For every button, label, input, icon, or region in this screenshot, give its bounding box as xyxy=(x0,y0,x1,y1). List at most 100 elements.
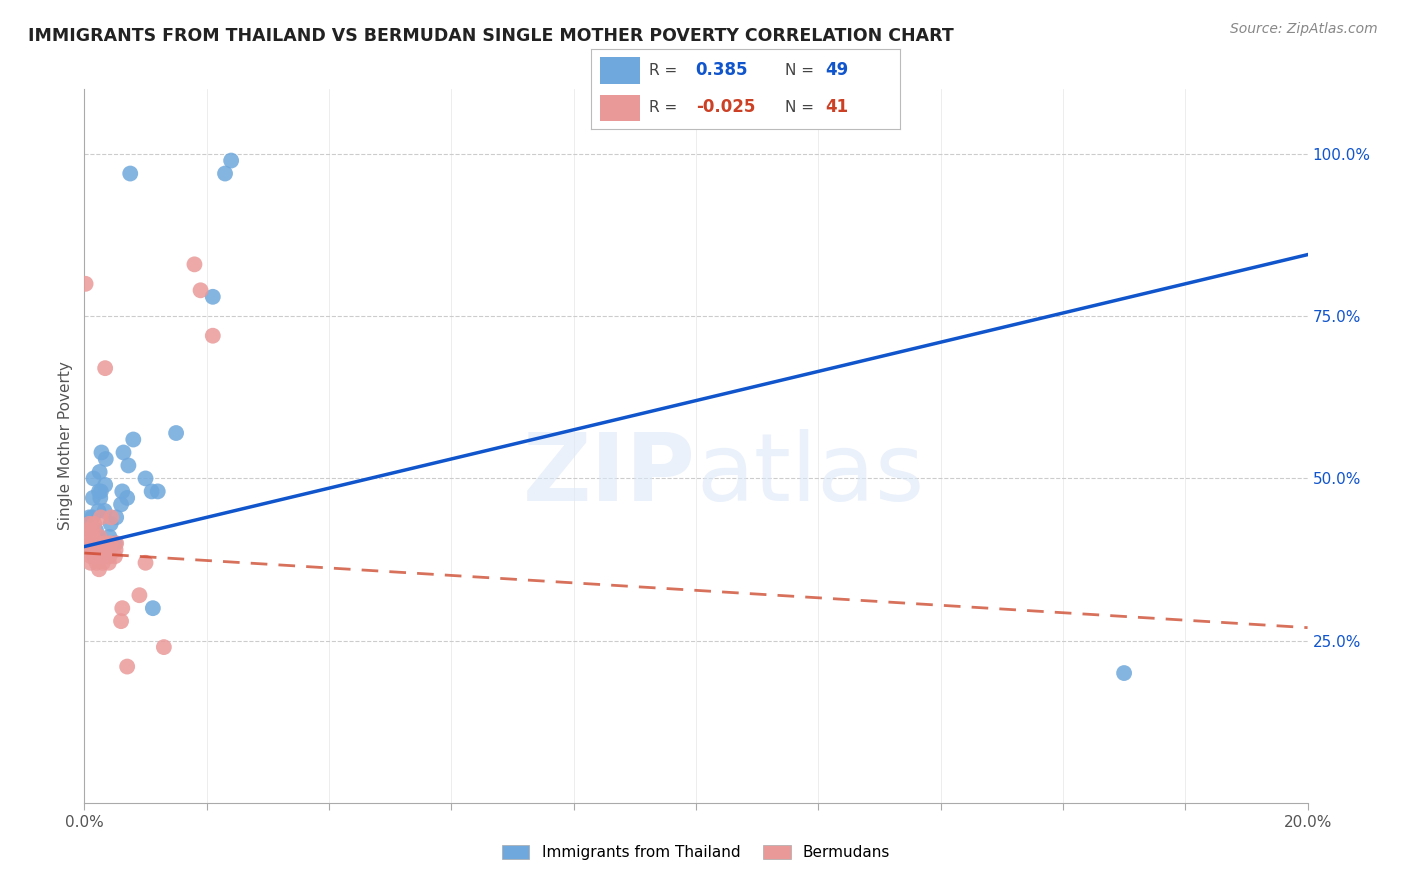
Point xyxy=(82,542,104,557)
Point xyxy=(87,484,110,499)
Point xyxy=(90,510,112,524)
Point xyxy=(84,524,107,538)
Point xyxy=(86,549,108,564)
Point xyxy=(94,452,117,467)
Point xyxy=(100,510,122,524)
Point xyxy=(98,530,121,544)
Text: ZIP: ZIP xyxy=(523,428,696,521)
Point xyxy=(112,445,135,459)
Point xyxy=(94,478,117,492)
Point xyxy=(83,549,105,564)
Point xyxy=(111,484,134,499)
Text: 49: 49 xyxy=(825,62,849,79)
Point xyxy=(165,425,187,440)
Point xyxy=(120,167,142,181)
Point xyxy=(87,530,110,544)
Point xyxy=(105,536,128,550)
Point xyxy=(76,536,98,550)
Point xyxy=(91,556,114,570)
Point xyxy=(77,530,100,544)
Point xyxy=(135,471,157,485)
Point xyxy=(93,542,115,557)
Point xyxy=(142,601,165,615)
Point xyxy=(86,556,108,570)
Point xyxy=(115,491,138,505)
Text: IMMIGRANTS FROM THAILAND VS BERMUDAN SINGLE MOTHER POVERTY CORRELATION CHART: IMMIGRANTS FROM THAILAND VS BERMUDAN SIN… xyxy=(28,27,953,45)
Point xyxy=(110,497,132,511)
Point xyxy=(93,504,115,518)
Point xyxy=(153,640,176,654)
Point xyxy=(115,659,138,673)
Point xyxy=(98,536,121,550)
Point xyxy=(82,510,104,524)
Point xyxy=(100,516,122,531)
Text: atlas: atlas xyxy=(696,428,924,521)
Text: 0.385: 0.385 xyxy=(696,62,748,79)
Point xyxy=(128,588,150,602)
Point xyxy=(146,484,169,499)
Point xyxy=(83,524,105,538)
Point xyxy=(77,542,100,557)
Point xyxy=(91,549,114,564)
Point xyxy=(214,167,236,181)
Point xyxy=(201,290,224,304)
Point xyxy=(79,556,101,570)
Point xyxy=(219,153,242,168)
Point xyxy=(80,549,103,564)
Point xyxy=(104,542,127,557)
Bar xyxy=(600,95,640,121)
Point xyxy=(90,445,112,459)
Point xyxy=(76,530,98,544)
Point xyxy=(79,536,101,550)
Point xyxy=(76,524,98,538)
Point xyxy=(141,484,163,499)
Point xyxy=(110,614,132,628)
Point xyxy=(87,562,110,576)
Point xyxy=(76,524,98,538)
Legend: Immigrants from Thailand, Bermudans: Immigrants from Thailand, Bermudans xyxy=(496,839,896,866)
Point xyxy=(97,542,120,557)
Point xyxy=(77,510,100,524)
Point xyxy=(75,536,97,550)
Point xyxy=(89,465,111,479)
Point xyxy=(190,283,212,297)
Point xyxy=(93,536,115,550)
Point xyxy=(84,536,107,550)
Point xyxy=(135,556,157,570)
Point xyxy=(87,536,110,550)
Point xyxy=(87,542,110,557)
Point xyxy=(90,484,112,499)
Point xyxy=(82,530,104,544)
Y-axis label: Single Mother Poverty: Single Mother Poverty xyxy=(58,361,73,531)
Point xyxy=(1114,666,1136,681)
Point xyxy=(97,556,120,570)
Text: -0.025: -0.025 xyxy=(696,98,755,116)
Point xyxy=(82,491,104,505)
Text: N =: N = xyxy=(786,62,814,78)
Point xyxy=(104,549,127,564)
Point xyxy=(98,549,121,564)
Point xyxy=(91,536,114,550)
Point xyxy=(201,328,224,343)
Point xyxy=(83,471,105,485)
Text: R =: R = xyxy=(650,62,678,78)
Point xyxy=(111,601,134,615)
Point xyxy=(77,516,100,531)
Point xyxy=(94,361,117,376)
Point xyxy=(105,510,128,524)
Point xyxy=(83,542,105,557)
Point xyxy=(89,491,111,505)
Point xyxy=(91,549,114,564)
Point xyxy=(80,530,103,544)
Point xyxy=(86,549,108,564)
Point xyxy=(122,433,145,447)
Point xyxy=(87,504,110,518)
Point xyxy=(104,536,127,550)
Text: R =: R = xyxy=(650,100,678,115)
Text: Source: ZipAtlas.com: Source: ZipAtlas.com xyxy=(1230,22,1378,37)
Point xyxy=(89,530,111,544)
Text: N =: N = xyxy=(786,100,814,115)
Point xyxy=(83,516,105,531)
Point xyxy=(183,257,205,271)
Point xyxy=(80,536,103,550)
